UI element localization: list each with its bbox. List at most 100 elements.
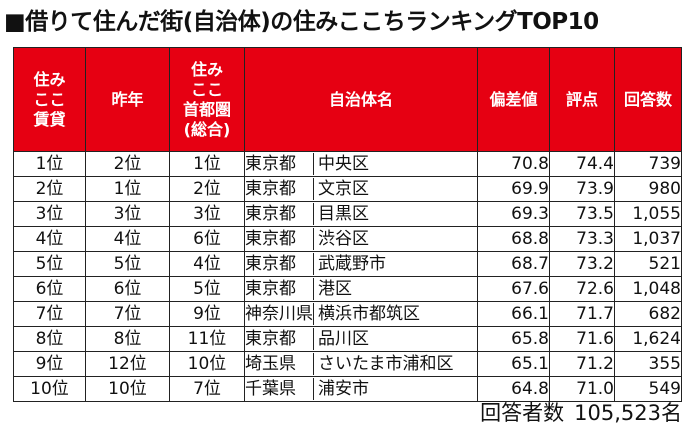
score-cell: 72.6 (549, 276, 615, 302)
respondents-cell: 739 (614, 151, 682, 177)
header-last-year-label: 昨年 (111, 89, 144, 109)
municipality-cell: 東京都 中央区 (244, 151, 478, 177)
metro-rank-cell: 6位 (169, 226, 245, 252)
header-rank-rent-label: 住み ここ 賃貸 (33, 69, 66, 129)
rank-cell: 8位 (13, 326, 86, 352)
header-respondents-label: 回答数 (623, 89, 672, 109)
municipality-cell: 東京都 品川区 (244, 326, 478, 352)
city-name: 武蔵野市 (318, 254, 386, 274)
city-name: 文京区 (318, 179, 369, 199)
score-cell: 71.6 (549, 326, 615, 352)
municipality-cell: 埼玉県 さいたま市浦和区 (244, 351, 478, 377)
metro-rank-cell: 11位 (169, 326, 245, 352)
municipality-cell: 東京都 文京区 (244, 176, 478, 202)
prefecture-name: 東京都 (246, 253, 314, 275)
last-year-cell: 4位 (85, 226, 170, 252)
rank-cell: 7位 (13, 301, 86, 327)
deviation-cell: 69.9 (477, 176, 550, 202)
table-row: 8位 8位 11位 東京都 品川区 65.8 71.6 1,624 (13, 326, 682, 352)
last-year-cell: 8位 (85, 326, 170, 352)
deviation-cell: 64.8 (477, 376, 550, 402)
table-row: 4位 4位 6位 東京都 渋谷区 68.8 73.3 1,037 (13, 226, 682, 252)
table-row: 1位 2位 1位 東京都 中央区 70.8 74.4 739 (13, 151, 682, 177)
score-cell: 73.9 (549, 176, 615, 202)
header-municipality: 自治体名 (244, 47, 478, 152)
metro-rank-cell: 4位 (169, 251, 245, 277)
municipality-cell: 千葉県 浦安市 (244, 376, 478, 402)
score-cell: 74.4 (549, 151, 615, 177)
city-name: 品川区 (318, 329, 369, 349)
respondents-cell: 521 (614, 251, 682, 277)
prefecture-name: 神奈川県 (245, 303, 314, 325)
header-municipality-label: 自治体名 (328, 89, 393, 109)
header-score-label: 評点 (565, 89, 598, 109)
rank-cell: 6位 (13, 276, 86, 302)
respondent-total: 回答者数 105,523名 (480, 398, 682, 428)
table-row: 9位 12位 10位 埼玉県 さいたま市浦和区 65.1 71.2 355 (13, 351, 682, 377)
last-year-cell: 12位 (85, 351, 170, 377)
city-name: 港区 (318, 279, 352, 299)
deviation-cell: 68.8 (477, 226, 550, 252)
metro-rank-cell: 7位 (169, 376, 245, 402)
metro-rank-cell: 2位 (169, 176, 245, 202)
last-year-cell: 1位 (85, 176, 170, 202)
prefecture-name: 東京都 (246, 228, 314, 250)
respondents-cell: 1,055 (614, 201, 682, 227)
respondents-cell: 549 (614, 376, 682, 402)
last-year-cell: 7位 (85, 301, 170, 327)
table-row: 7位 7位 9位 神奈川県 横浜市都筑区 66.1 71.7 682 (13, 301, 682, 327)
score-cell: 73.5 (549, 201, 615, 227)
deviation-cell: 67.6 (477, 276, 550, 302)
respondent-total-label: 回答者数 (480, 401, 565, 425)
prefecture-name: 東京都 (246, 328, 314, 350)
prefecture-name: 埼玉県 (246, 353, 314, 375)
metro-rank-cell: 3位 (169, 201, 245, 227)
header-deviation: 偏差値 (477, 47, 550, 152)
rank-cell: 5位 (13, 251, 86, 277)
table-header-row: 住み ここ 賃貸 昨年 住み ここ 首都圏 (総合) 自治体名 偏差値 評点 回… (13, 47, 682, 152)
prefecture-name: 千葉県 (246, 378, 314, 400)
metro-rank-cell: 10位 (169, 351, 245, 377)
prefecture-name: 東京都 (246, 203, 314, 225)
city-name: 横浜市都筑区 (318, 304, 420, 324)
header-deviation-label: 偏差値 (489, 89, 538, 109)
header-rank-rent: 住み ここ 賃貸 (13, 47, 86, 152)
respondents-cell: 1,624 (614, 326, 682, 352)
city-name: さいたま市浦和区 (318, 354, 454, 374)
last-year-cell: 2位 (85, 151, 170, 177)
respondents-cell: 1,037 (614, 226, 682, 252)
table-row: 5位 5位 4位 東京都 武蔵野市 68.7 73.2 521 (13, 251, 682, 277)
municipality-cell: 東京都 港区 (244, 276, 478, 302)
table-row: 3位 3位 3位 東京都 目黒区 69.3 73.5 1,055 (13, 201, 682, 227)
rank-cell: 4位 (13, 226, 86, 252)
last-year-cell: 3位 (85, 201, 170, 227)
rank-cell: 1位 (13, 151, 86, 177)
respondents-cell: 1,048 (614, 276, 682, 302)
prefecture-name: 東京都 (246, 178, 314, 200)
rank-cell: 2位 (13, 176, 86, 202)
respondents-cell: 682 (614, 301, 682, 327)
score-cell: 71.2 (549, 351, 615, 377)
ranking-table-body: 1位 2位 1位 東京都 中央区 70.8 74.4 739 2位 1位 2位 東京都 文京区 69.9 7… (13, 151, 682, 402)
respondents-cell: 980 (614, 176, 682, 202)
last-year-cell: 5位 (85, 251, 170, 277)
prefecture-name: 東京都 (246, 278, 314, 300)
ranking-table: 住み ここ 賃貸 昨年 住み ここ 首都圏 (総合) 自治体名 偏差値 評点 回… (13, 47, 682, 402)
header-score: 評点 (549, 47, 615, 152)
city-name: 中央区 (318, 154, 369, 174)
table-row: 10位 10位 7位 千葉県 浦安市 64.8 71.0 549 (13, 376, 682, 402)
deviation-cell: 66.1 (477, 301, 550, 327)
rank-cell: 3位 (13, 201, 86, 227)
score-cell: 71.7 (549, 301, 615, 327)
municipality-cell: 東京都 武蔵野市 (244, 251, 478, 277)
metro-rank-cell: 1位 (169, 151, 245, 177)
deviation-cell: 69.3 (477, 201, 550, 227)
page-title: ■借りて住んだ街(自治体)の住みここちランキングTOP10 (4, 9, 599, 35)
table-row: 2位 1位 2位 東京都 文京区 69.9 73.9 980 (13, 176, 682, 202)
municipality-cell: 神奈川県 横浜市都筑区 (244, 301, 478, 327)
header-rank-metro: 住み ここ 首都圏 (総合) (169, 47, 245, 152)
deviation-cell: 65.1 (477, 351, 550, 377)
deviation-cell: 65.8 (477, 326, 550, 352)
metro-rank-cell: 9位 (169, 301, 245, 327)
header-last-year: 昨年 (85, 47, 170, 152)
